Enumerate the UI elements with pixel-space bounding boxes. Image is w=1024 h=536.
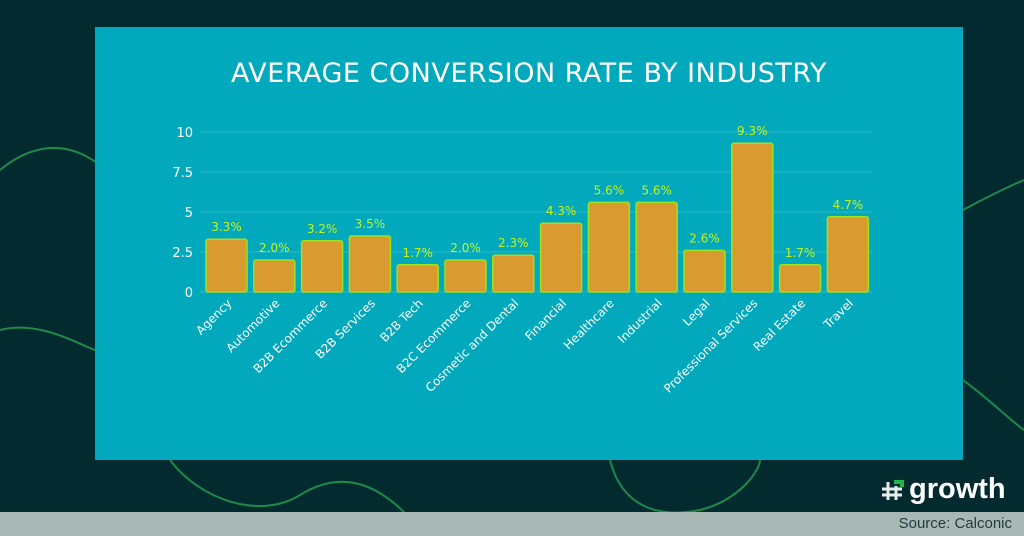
data-label: 2.6% bbox=[689, 231, 720, 245]
data-label: 2.0% bbox=[450, 241, 481, 255]
x-tick-label: Agency bbox=[193, 296, 234, 337]
x-tick-label: Legal bbox=[680, 296, 713, 329]
data-label: 2.3% bbox=[498, 236, 529, 250]
bar-b2c-ecommerce bbox=[444, 259, 487, 293]
bar-financial bbox=[539, 222, 583, 293]
y-tick-label: 2.5 bbox=[172, 246, 193, 261]
data-label: 5.6% bbox=[641, 183, 672, 197]
y-tick-label: 10 bbox=[176, 126, 193, 141]
hash-logo-icon bbox=[882, 479, 904, 500]
bar-b2b-services bbox=[348, 235, 392, 293]
data-label: 4.7% bbox=[833, 198, 864, 212]
data-label: 3.3% bbox=[211, 220, 242, 234]
bar-industrial bbox=[635, 201, 678, 293]
data-label: 3.2% bbox=[307, 222, 338, 236]
x-tick-label: Healthcare bbox=[561, 296, 617, 352]
bar-professional-services bbox=[731, 142, 774, 293]
data-label: 4.3% bbox=[546, 204, 577, 218]
data-label: 1.7% bbox=[402, 246, 433, 260]
data-label: 2.0% bbox=[259, 241, 290, 255]
source-credit: Source: Calconic bbox=[898, 515, 1012, 532]
bar-agency bbox=[205, 238, 248, 293]
data-label: 9.3% bbox=[737, 124, 768, 138]
bar-automotive bbox=[253, 259, 296, 293]
x-tick-label: Financial bbox=[522, 296, 569, 343]
x-tick-label: Professional Services bbox=[661, 296, 760, 395]
x-tick-label: Industrial bbox=[615, 296, 665, 346]
chart-title: AVERAGE CONVERSION RATE BY INDUSTRY bbox=[231, 58, 827, 89]
data-label: 1.7% bbox=[785, 246, 816, 260]
brand-name: growth bbox=[909, 473, 1006, 505]
bar-healthcare bbox=[587, 201, 631, 293]
bar-travel bbox=[826, 216, 870, 293]
growth-logo: growth bbox=[880, 473, 1006, 506]
bar-cosmetic-and-dental bbox=[492, 254, 535, 293]
x-tick-label: Travel bbox=[820, 296, 856, 332]
y-tick-label: 5 bbox=[185, 206, 193, 221]
footer-bar: Source: Calconic bbox=[0, 512, 1024, 536]
data-label: 5.6% bbox=[594, 183, 625, 197]
y-tick-label: 0 bbox=[185, 286, 193, 301]
bar-real-estate bbox=[778, 264, 822, 293]
x-tick-label: Cosmetic and Dental bbox=[423, 296, 522, 395]
bar-b2b-tech bbox=[396, 264, 439, 293]
y-tick-label: 7.5 bbox=[172, 166, 193, 181]
x-tick-label: B2B Tech bbox=[377, 296, 426, 345]
data-label: 3.5% bbox=[355, 217, 386, 231]
bar-b2b-ecommerce bbox=[300, 240, 344, 293]
bar-legal bbox=[683, 249, 726, 293]
